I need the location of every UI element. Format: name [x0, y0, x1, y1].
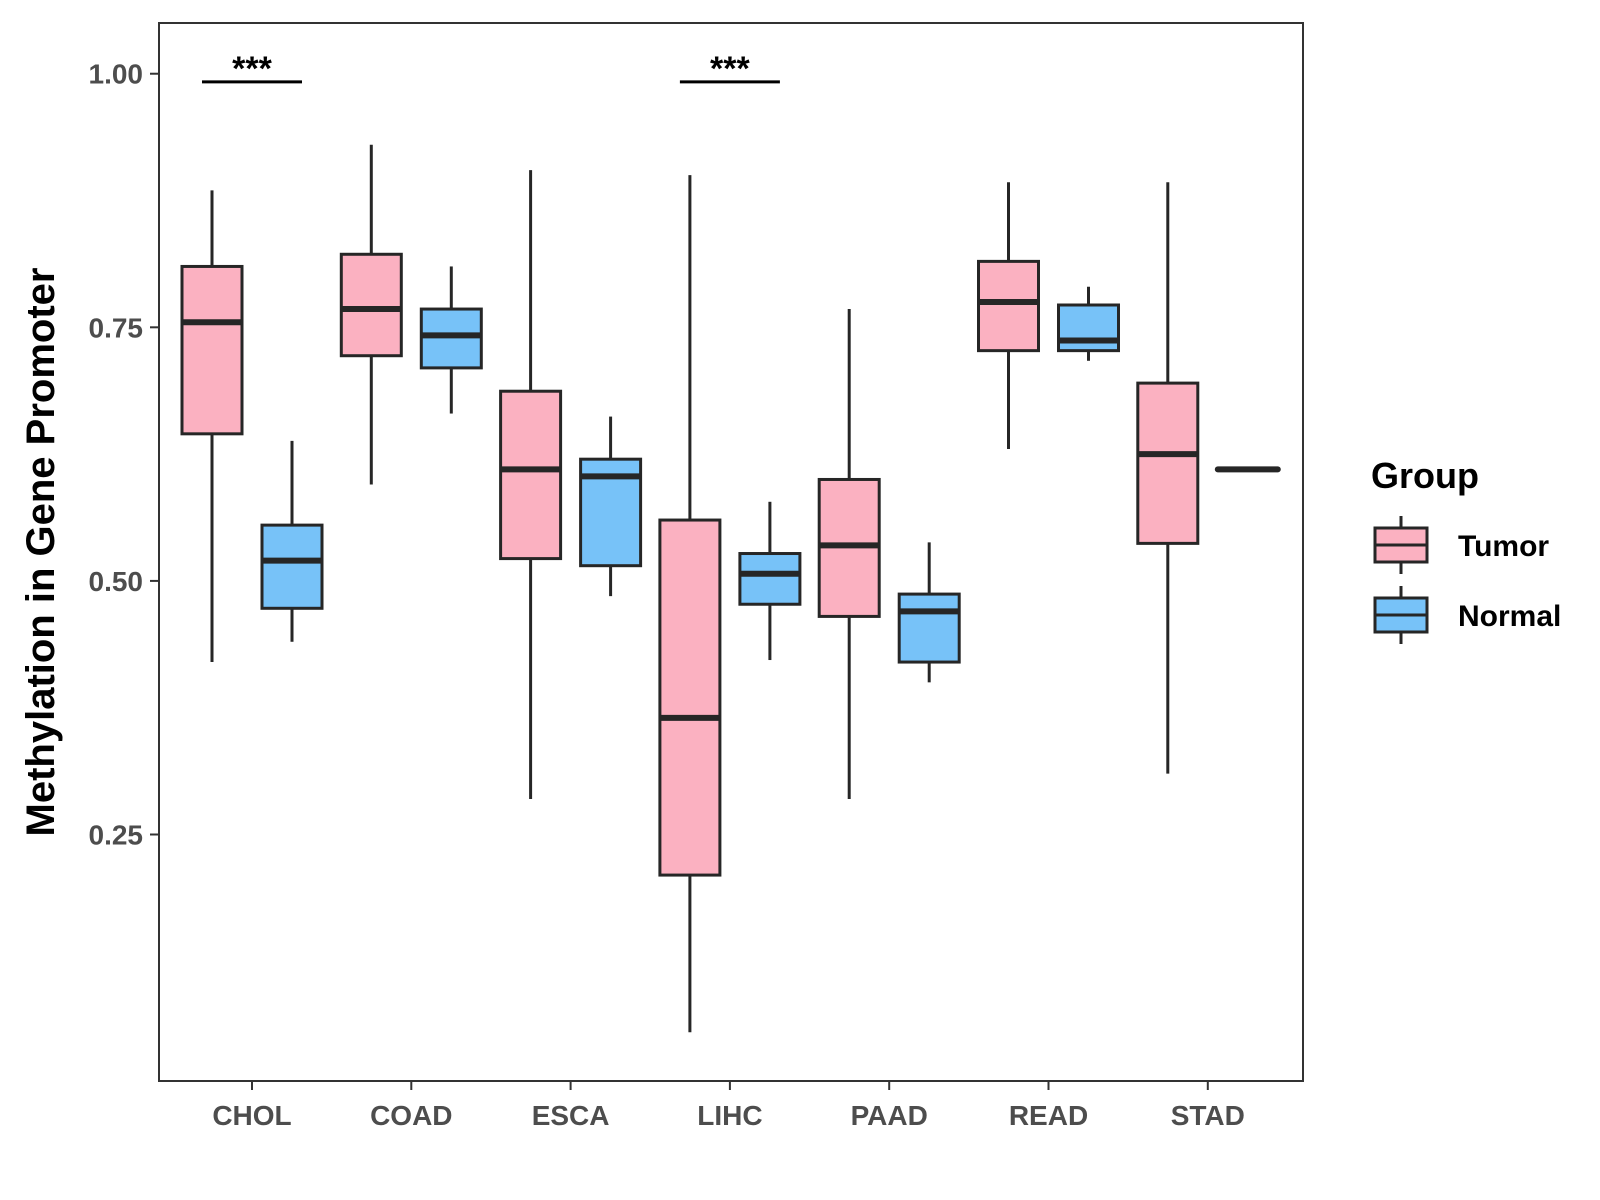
tumor-box-read [977, 182, 1040, 450]
normal-box-esca [579, 416, 643, 597]
iqr-box [738, 552, 802, 606]
iqr-box [897, 592, 961, 664]
x-tick-label: LIHC [697, 1100, 762, 1131]
iqr-box [658, 518, 722, 877]
legend-title: Group [1371, 455, 1479, 496]
legend-item-tumor: Tumor [1373, 516, 1549, 574]
x-tick-label: CHOL [212, 1100, 291, 1131]
iqr-box [419, 307, 483, 370]
legend: Group Tumor Normal [1371, 455, 1561, 644]
y-tick-label: 0.50 [89, 566, 144, 597]
x-tick-label: PAAD [851, 1100, 928, 1131]
iqr-box [977, 259, 1040, 353]
normal-box-coad [419, 266, 483, 414]
y-tick-label: 0.25 [89, 820, 144, 851]
significance-label: *** [710, 50, 750, 88]
y-tick-label: 0.75 [89, 312, 144, 343]
legend-item-normal: Normal [1373, 586, 1561, 644]
tumor-box-paad [817, 309, 881, 800]
x-tick-label: STAD [1171, 1100, 1245, 1131]
normal-box-chol [260, 440, 324, 642]
iqr-box [1057, 303, 1120, 353]
tumor-box-stad [1136, 182, 1200, 774]
iqr-box [180, 264, 244, 436]
boxes-layer [180, 144, 1281, 1033]
normal-box-lihc [738, 501, 802, 661]
iqr-box [260, 523, 324, 610]
panel-border [158, 22, 1304, 1082]
tumor-box-chol [180, 190, 244, 663]
x-axis: CHOL COAD ESCA LIHC PAAD READ STAD [212, 1081, 1245, 1131]
legend-label: Normal [1458, 600, 1561, 633]
y-tick-label: 1.00 [89, 59, 144, 90]
legend-label: Tumor [1458, 530, 1549, 563]
iqr-box [1136, 381, 1200, 545]
y-axis: 0.25 0.50 0.75 1.00 [89, 59, 159, 851]
significance-label: *** [232, 50, 272, 88]
x-tick-label: COAD [370, 1100, 452, 1131]
tumor-box-coad [339, 144, 403, 485]
normal-box-read [1057, 286, 1120, 361]
tumor-box-lihc [658, 175, 722, 1033]
y-axis-title: Methylation in Gene Promoter [19, 268, 63, 837]
x-tick-label: READ [1009, 1100, 1088, 1131]
normal-box-paad [897, 542, 961, 683]
iqr-box [499, 389, 563, 561]
tumor-box-esca [499, 170, 563, 800]
x-tick-label: ESCA [532, 1100, 610, 1131]
iqr-box [339, 252, 403, 358]
significance-annotations: *** *** [202, 50, 780, 88]
